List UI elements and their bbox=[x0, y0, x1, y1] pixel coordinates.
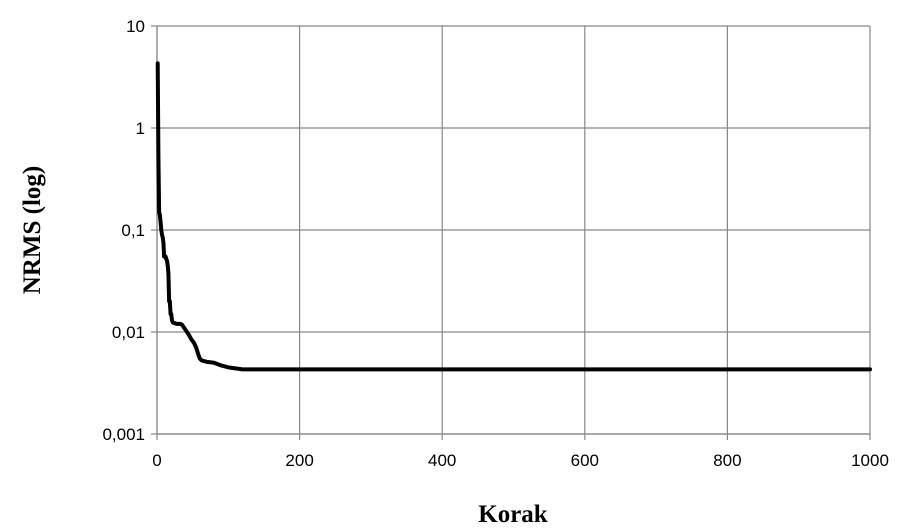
x-tick-label: 400 bbox=[428, 451, 456, 470]
x-axis-title: Korak bbox=[478, 501, 548, 528]
x-tick-label: 200 bbox=[285, 451, 313, 470]
y-axis-title: NRMS (log) bbox=[19, 166, 46, 294]
series-layer bbox=[155, 61, 872, 372]
y-tick-label: 0,01 bbox=[112, 323, 145, 342]
axis-layer bbox=[151, 25, 871, 440]
y-tick-label: 0,1 bbox=[121, 221, 145, 240]
y-tick-label: 1 bbox=[136, 119, 145, 138]
y-tick-label: 0,001 bbox=[102, 425, 145, 444]
x-tick-label: 800 bbox=[713, 451, 741, 470]
y-tick-label: 10 bbox=[126, 17, 145, 36]
x-tick-label: 0 bbox=[152, 451, 161, 470]
series-line-0 bbox=[155, 61, 872, 372]
grid-layer bbox=[156, 25, 871, 435]
x-tick-label: 1000 bbox=[851, 451, 889, 470]
tick-label-layer: 0,001 0,01 0,1 1 10 0 200 400 600 800 1000 bbox=[102, 17, 888, 470]
x-tick-label: 600 bbox=[571, 451, 599, 470]
